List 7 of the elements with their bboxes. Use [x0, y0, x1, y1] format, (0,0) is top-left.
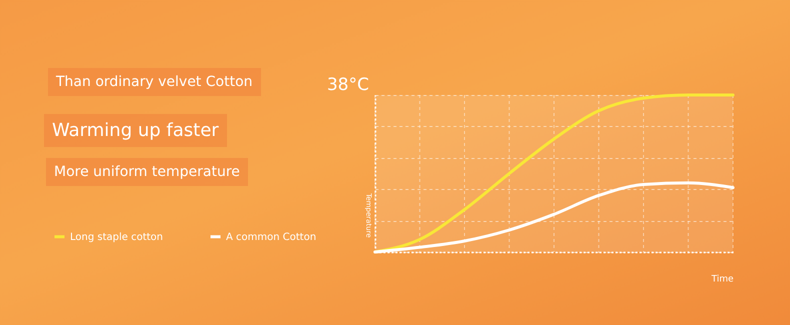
text: 38°C: [326, 75, 369, 95]
text: Warming up faster: [44, 114, 227, 147]
text: More uniform temperature: [46, 158, 248, 186]
legend-label: Long staple cotton: [70, 232, 164, 243]
x-axis-title: Time: [710, 274, 734, 284]
text: Than ordinary velvet Cotton: [48, 68, 261, 96]
legend-label: A common Cotton: [226, 232, 316, 243]
